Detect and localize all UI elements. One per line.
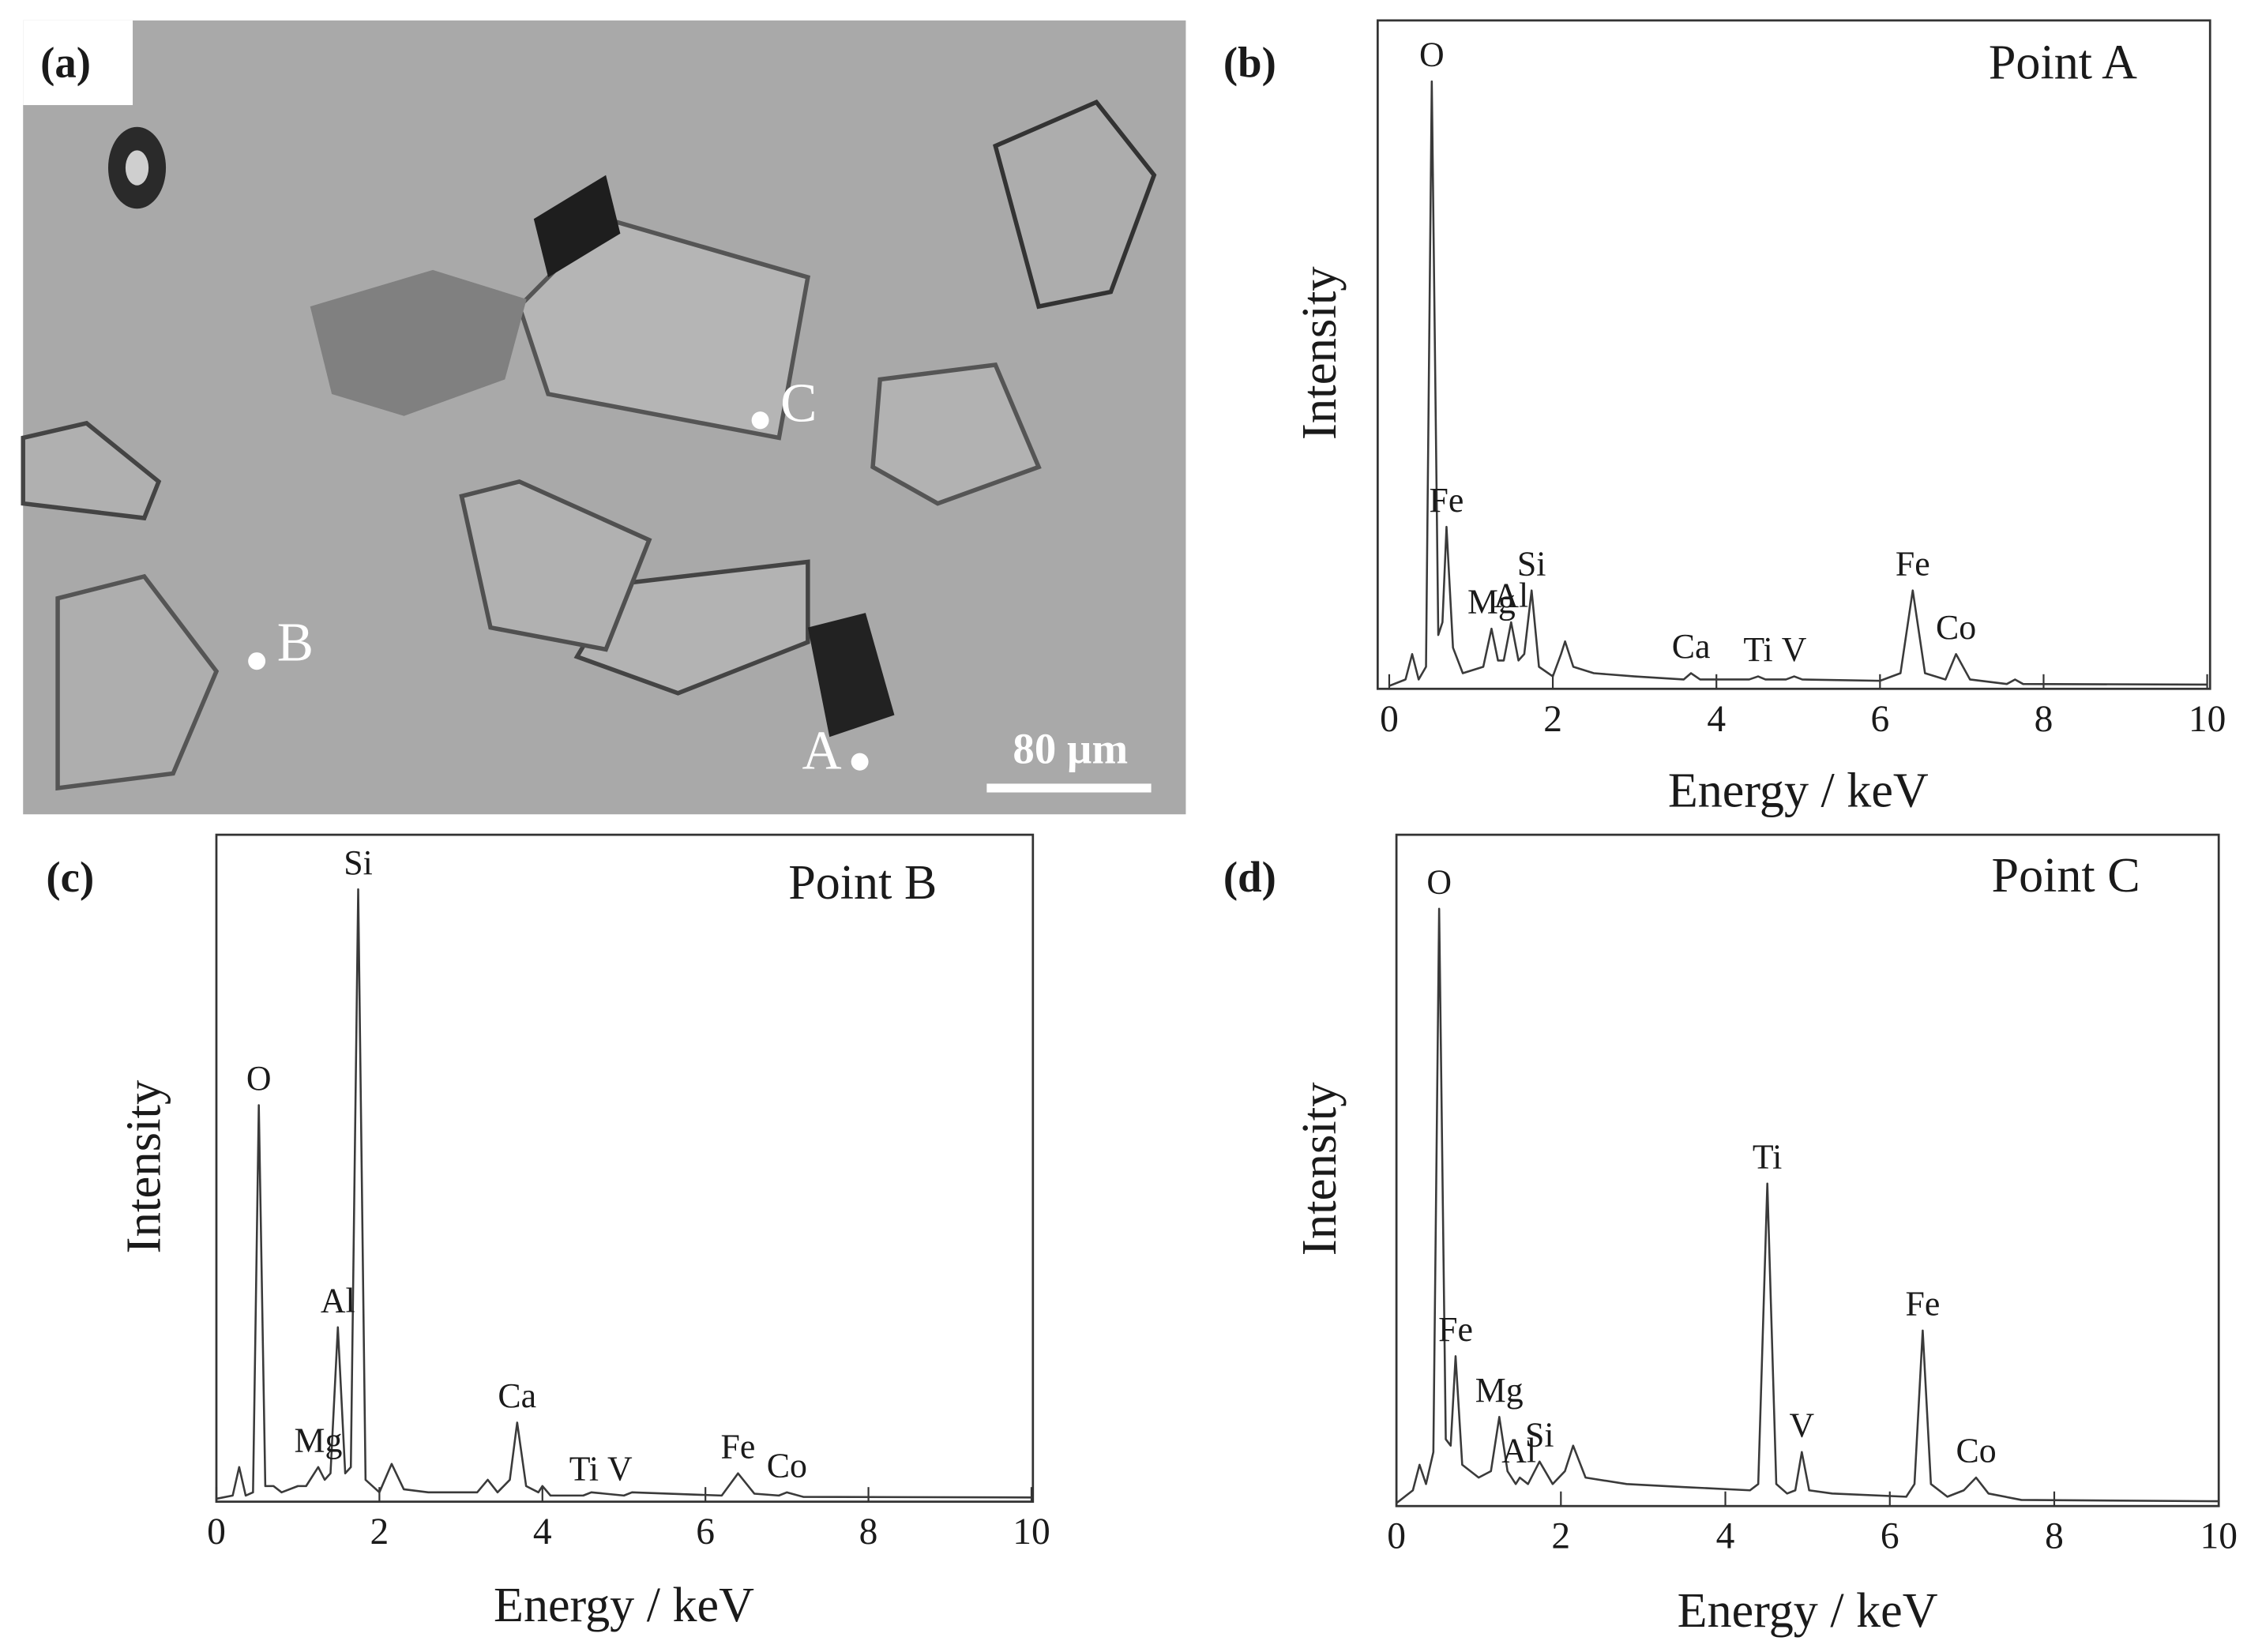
peak-label: Mg <box>295 1421 343 1459</box>
peak-label: Al <box>321 1281 355 1320</box>
x-tick-label: 8 <box>859 1511 878 1553</box>
x-tick-label: 4 <box>533 1511 552 1553</box>
pore <box>807 613 895 738</box>
panel-label: (b) <box>1223 38 1276 86</box>
x-axis-label: Energy / keV <box>494 1576 754 1631</box>
peak-label: O <box>1419 36 1445 74</box>
peak-label: Ti <box>1753 1137 1782 1176</box>
label-box <box>23 20 133 106</box>
x-tick-label: 8 <box>2045 1515 2064 1556</box>
peak-label: Fe <box>1905 1284 1940 1323</box>
pore <box>533 175 621 278</box>
peak-label: Co <box>1936 608 1976 647</box>
panel-label: (c) <box>46 853 94 901</box>
grain <box>993 99 1157 310</box>
x-tick-label: 10 <box>2200 1515 2237 1556</box>
peak-label: O <box>246 1059 272 1098</box>
panel-label: (d) <box>1223 853 1276 901</box>
x-tick-label: 6 <box>696 1511 715 1553</box>
peak-label: O <box>1426 862 1452 901</box>
plot-frame <box>1395 833 2220 1507</box>
plot-frame <box>215 833 1035 1504</box>
spectrum-line <box>1388 80 2208 687</box>
chart-title: Point A <box>1989 34 2137 89</box>
peak-label: Fe <box>1430 481 1464 520</box>
peak-label: Ti <box>569 1449 599 1488</box>
x-tick-label: 4 <box>1707 698 1726 740</box>
x-axis-label: Energy / keV <box>1678 1583 1938 1638</box>
y-axis-label: Intensity <box>1291 266 1347 440</box>
peak-label: Fe <box>1438 1310 1473 1349</box>
point-label: C <box>780 373 817 434</box>
x-tick-label: 0 <box>1387 1515 1406 1556</box>
panel-label: (a) <box>40 38 91 86</box>
point-label: A <box>802 720 842 781</box>
scale-bar-label: 80 µm <box>1013 724 1128 772</box>
peak-label: Al <box>1494 576 1528 614</box>
x-tick-label: 6 <box>1870 698 1889 740</box>
pore <box>125 150 149 186</box>
x-tick-label: 8 <box>2035 698 2053 740</box>
plot-frame <box>1376 19 2211 690</box>
peak-label: Co <box>1956 1432 1996 1470</box>
scale-bar <box>986 783 1152 793</box>
peak-label: Si <box>1517 544 1546 583</box>
x-tick-label: 6 <box>1881 1515 1899 1556</box>
sem-image: (a) A B C 80 µm <box>21 20 1186 815</box>
point-marker <box>248 652 266 670</box>
x-tick-label: 0 <box>207 1511 226 1553</box>
spectrum-line <box>1396 907 2219 1504</box>
peak-label: Ti <box>1743 630 1772 669</box>
x-axis-label: Energy / keV <box>1668 762 1929 817</box>
peak-label: Fe <box>721 1427 756 1466</box>
grain <box>459 479 652 652</box>
peak-label: Al <box>1501 1432 1536 1470</box>
peak-label: V <box>1782 630 1807 669</box>
peak-label: V <box>607 1449 633 1488</box>
x-tick-label: 10 <box>2189 698 2226 740</box>
grain <box>870 362 1042 506</box>
chart-title: Point B <box>788 854 937 910</box>
x-tick-label: 2 <box>1551 1515 1570 1556</box>
peak-label: Si <box>344 843 373 882</box>
x-tick-label: 10 <box>1013 1511 1050 1553</box>
y-axis-label: Intensity <box>1291 1082 1347 1256</box>
y-axis-label: Intensity <box>116 1080 171 1254</box>
peak-label: Co <box>767 1446 807 1485</box>
peak-label: Si <box>1525 1415 1554 1454</box>
chart-title: Point C <box>1992 847 2140 902</box>
spectrum-line <box>216 888 1031 1500</box>
chart-panel: 0 2 4 6 8 10 O Mg Al Si Ca Ti V Fe Co (c) Point B Energy … <box>46 833 1050 1632</box>
peak-label: V <box>1790 1406 1815 1444</box>
peak-label: Ca <box>1672 627 1711 666</box>
point-marker <box>851 753 869 771</box>
x-tick-label: 4 <box>1716 1515 1735 1556</box>
grain <box>21 420 162 521</box>
x-tick-label: 2 <box>370 1511 389 1553</box>
peak-label: Ca <box>498 1376 536 1415</box>
x-tick-label: 2 <box>1543 698 1562 740</box>
x-tick-label: 0 <box>1380 698 1399 740</box>
grain <box>55 573 220 791</box>
point-label: B <box>277 612 314 673</box>
peak-label: Mg <box>1467 582 1516 621</box>
point-marker <box>751 411 769 430</box>
grain <box>310 269 527 416</box>
peak-label: Mg <box>1475 1371 1524 1410</box>
peak-label: Fe <box>1896 544 1930 583</box>
